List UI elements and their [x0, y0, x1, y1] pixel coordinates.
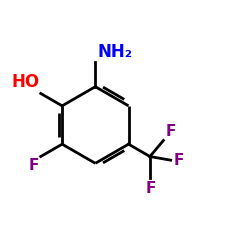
Text: F: F	[145, 180, 156, 196]
Text: F: F	[28, 158, 39, 173]
Text: F: F	[166, 124, 176, 139]
Text: NH₂: NH₂	[98, 43, 133, 61]
Text: F: F	[174, 153, 184, 168]
Text: HO: HO	[12, 73, 40, 91]
